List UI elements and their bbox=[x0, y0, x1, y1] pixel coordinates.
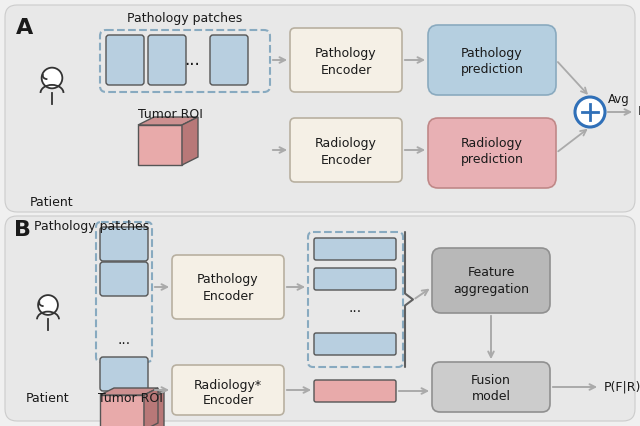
Polygon shape bbox=[100, 395, 144, 426]
FancyBboxPatch shape bbox=[172, 255, 284, 319]
FancyBboxPatch shape bbox=[290, 118, 402, 182]
FancyBboxPatch shape bbox=[314, 238, 396, 260]
FancyBboxPatch shape bbox=[290, 28, 402, 92]
FancyBboxPatch shape bbox=[100, 262, 148, 296]
FancyBboxPatch shape bbox=[428, 118, 556, 188]
Text: Fusion: Fusion bbox=[471, 374, 511, 388]
Text: Pathology: Pathology bbox=[315, 48, 377, 60]
FancyBboxPatch shape bbox=[100, 357, 148, 391]
FancyBboxPatch shape bbox=[210, 35, 248, 85]
Text: model: model bbox=[472, 391, 511, 403]
Text: Encoder: Encoder bbox=[321, 153, 372, 167]
Text: Encoder: Encoder bbox=[202, 290, 253, 302]
Text: ...: ... bbox=[117, 333, 131, 347]
Text: Patient: Patient bbox=[26, 392, 70, 405]
Polygon shape bbox=[138, 117, 198, 125]
Circle shape bbox=[575, 97, 605, 127]
Text: Patient: Patient bbox=[30, 196, 74, 209]
Text: ...: ... bbox=[184, 51, 200, 69]
Text: A: A bbox=[16, 18, 33, 38]
Text: P(PR): P(PR) bbox=[638, 106, 640, 118]
Polygon shape bbox=[138, 125, 182, 165]
FancyBboxPatch shape bbox=[106, 35, 144, 85]
Text: Tumor ROI: Tumor ROI bbox=[138, 108, 202, 121]
FancyBboxPatch shape bbox=[172, 365, 284, 415]
FancyBboxPatch shape bbox=[314, 268, 396, 290]
Text: Encoder: Encoder bbox=[321, 63, 372, 77]
Text: Encoder: Encoder bbox=[202, 394, 253, 406]
Text: Pathology: Pathology bbox=[197, 273, 259, 287]
FancyBboxPatch shape bbox=[432, 362, 550, 412]
Text: aggregation: aggregation bbox=[453, 282, 529, 296]
FancyBboxPatch shape bbox=[314, 333, 396, 355]
Text: Radiology: Radiology bbox=[461, 138, 523, 150]
Polygon shape bbox=[182, 117, 198, 165]
FancyBboxPatch shape bbox=[5, 216, 635, 421]
Text: Avg: Avg bbox=[608, 93, 630, 106]
FancyBboxPatch shape bbox=[432, 248, 550, 313]
Polygon shape bbox=[104, 392, 164, 400]
Text: ...: ... bbox=[348, 301, 362, 315]
Text: Radiology: Radiology bbox=[315, 138, 377, 150]
FancyBboxPatch shape bbox=[148, 35, 186, 85]
Text: prediction: prediction bbox=[461, 63, 524, 77]
Text: Pathology: Pathology bbox=[461, 48, 523, 60]
FancyBboxPatch shape bbox=[100, 227, 148, 261]
Text: Feature: Feature bbox=[467, 267, 515, 279]
Polygon shape bbox=[148, 392, 164, 426]
Text: P(F|R): P(F|R) bbox=[604, 380, 640, 394]
Text: Tumor ROI: Tumor ROI bbox=[97, 392, 163, 405]
FancyBboxPatch shape bbox=[5, 5, 635, 212]
FancyBboxPatch shape bbox=[314, 380, 396, 402]
Text: Pathology patches: Pathology patches bbox=[127, 12, 243, 25]
Circle shape bbox=[42, 68, 62, 88]
Polygon shape bbox=[104, 400, 148, 426]
Circle shape bbox=[38, 295, 58, 315]
Text: prediction: prediction bbox=[461, 153, 524, 167]
Text: B: B bbox=[14, 220, 31, 240]
FancyBboxPatch shape bbox=[428, 25, 556, 95]
Text: Radiology*: Radiology* bbox=[194, 380, 262, 392]
Polygon shape bbox=[144, 388, 158, 426]
Polygon shape bbox=[100, 388, 158, 395]
Text: Pathology patches: Pathology patches bbox=[34, 220, 149, 233]
